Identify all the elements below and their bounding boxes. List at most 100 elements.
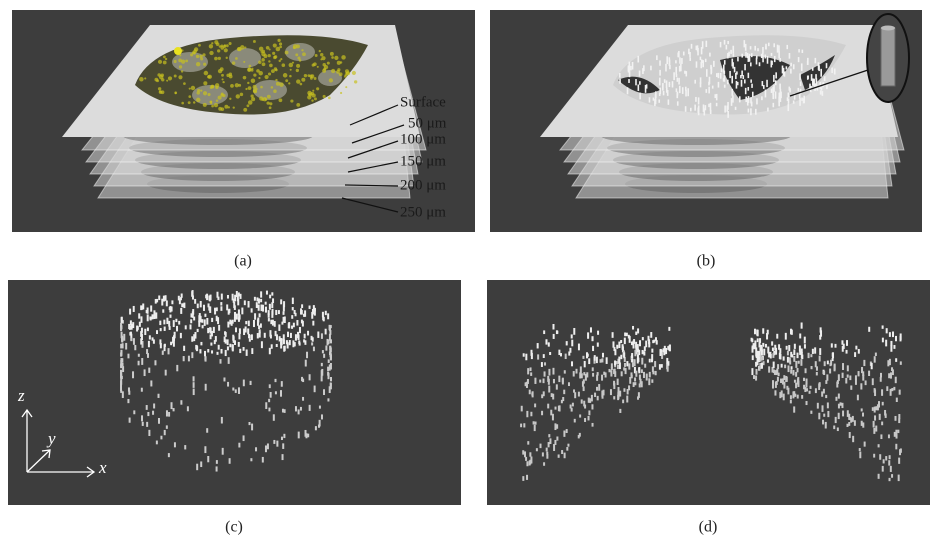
point — [806, 401, 808, 405]
pillar — [799, 98, 801, 106]
point — [534, 404, 536, 408]
pillar — [716, 73, 718, 77]
point — [786, 377, 788, 382]
point — [250, 381, 252, 385]
pillar — [714, 94, 716, 98]
point — [547, 376, 549, 382]
fluor-dot — [327, 62, 330, 65]
point — [200, 461, 202, 467]
pillar — [655, 94, 657, 101]
pillar — [751, 53, 753, 57]
point — [544, 371, 546, 376]
pillar — [797, 88, 799, 92]
pillar — [635, 79, 637, 85]
point — [148, 430, 150, 436]
pillar — [698, 109, 700, 116]
fluor-dot — [229, 42, 232, 45]
pillar — [756, 58, 758, 65]
fluor-dot — [285, 51, 289, 55]
point — [635, 344, 637, 349]
point — [637, 328, 639, 333]
fluor-dot — [247, 104, 250, 107]
point — [810, 386, 812, 389]
point — [805, 368, 807, 373]
point — [276, 441, 278, 447]
point — [626, 396, 628, 403]
fluor-dot — [165, 58, 167, 60]
fluor-dot — [216, 99, 218, 101]
point — [526, 475, 528, 480]
point — [614, 360, 616, 365]
fluor-dot — [191, 86, 195, 90]
fluor-dot — [282, 63, 286, 67]
point — [897, 430, 899, 433]
fluor-dot — [222, 78, 224, 80]
point — [757, 338, 759, 342]
point — [128, 387, 130, 391]
point — [173, 320, 175, 327]
point — [881, 422, 883, 426]
pillar — [662, 83, 664, 91]
point — [624, 363, 626, 367]
point — [825, 380, 827, 384]
point — [564, 453, 566, 459]
point — [874, 407, 876, 413]
pillar — [764, 55, 766, 59]
pillar — [659, 78, 661, 86]
point — [298, 432, 300, 439]
fluor-dot — [304, 74, 307, 77]
point — [819, 356, 821, 362]
fluor-dot — [166, 80, 168, 82]
pillar — [759, 62, 761, 66]
point — [151, 314, 153, 319]
pillar — [663, 91, 665, 95]
point — [790, 352, 792, 357]
point — [768, 366, 770, 372]
fluor-dot — [316, 87, 319, 90]
point — [879, 454, 881, 460]
point — [271, 344, 273, 348]
pillar — [815, 58, 817, 63]
pillar — [697, 48, 699, 55]
point — [202, 325, 204, 328]
point — [617, 379, 619, 385]
point — [781, 364, 783, 368]
point — [153, 403, 155, 408]
fluor-dot — [211, 85, 214, 88]
point — [325, 311, 327, 315]
point — [772, 383, 774, 388]
point — [530, 372, 532, 376]
point — [216, 460, 218, 464]
point — [592, 423, 594, 427]
point — [222, 448, 224, 455]
point — [848, 414, 850, 420]
pillar — [639, 71, 641, 77]
point — [663, 349, 665, 355]
point — [847, 365, 849, 371]
point — [573, 371, 575, 376]
point — [868, 327, 870, 332]
point — [790, 400, 792, 403]
point — [534, 425, 536, 431]
point — [618, 357, 620, 364]
point — [121, 337, 123, 342]
point — [639, 383, 641, 387]
point — [829, 369, 831, 374]
pillar — [653, 98, 655, 101]
point — [571, 340, 573, 347]
point — [787, 351, 789, 356]
pillar — [811, 74, 813, 81]
fluor-dot — [226, 44, 229, 47]
fluor-dot — [226, 57, 228, 59]
fluor-dot — [236, 94, 240, 98]
point — [643, 351, 645, 355]
fluor-dot — [251, 95, 254, 98]
point — [651, 379, 653, 383]
pillar — [799, 94, 801, 99]
point — [236, 291, 238, 297]
pillar — [691, 44, 693, 49]
point — [556, 384, 558, 389]
point — [891, 474, 893, 478]
point — [194, 332, 196, 339]
point — [596, 387, 598, 391]
